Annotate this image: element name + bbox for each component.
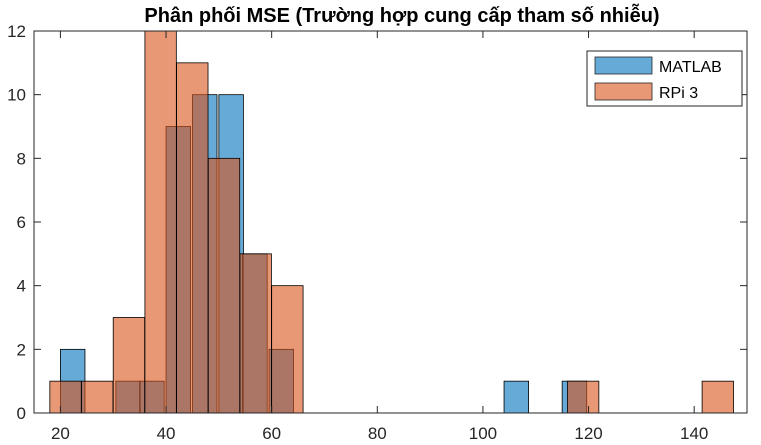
x-tick-label: 60 bbox=[262, 424, 281, 443]
bars-layer bbox=[49, 30, 734, 414]
bar-rpi3-2 bbox=[112, 317, 146, 414]
x-tick-label: 120 bbox=[574, 424, 602, 443]
bar-rpi3-8 bbox=[567, 380, 600, 414]
x-tick-label: 140 bbox=[680, 424, 708, 443]
bar-rpi3-9 bbox=[701, 380, 734, 414]
legend-label-rpi3: RPi 3 bbox=[659, 85, 698, 102]
y-tick-label: 0 bbox=[17, 404, 26, 423]
bar-matlab-8 bbox=[503, 380, 530, 414]
bar-rpi3-5 bbox=[207, 157, 241, 414]
legend-label-matlab: MATLAB bbox=[659, 59, 722, 76]
y-tick-label: 8 bbox=[17, 149, 26, 168]
bar-rpi3-1 bbox=[81, 380, 114, 414]
x-tick-label: 80 bbox=[368, 424, 387, 443]
y-tick-label: 2 bbox=[17, 340, 26, 359]
y-tick-label: 10 bbox=[7, 86, 26, 105]
x-tick-label: 20 bbox=[51, 424, 70, 443]
legend-swatch-rpi3 bbox=[594, 82, 653, 101]
bar-rpi3-7 bbox=[271, 285, 304, 414]
bar-rpi3-6 bbox=[239, 253, 272, 414]
y-tick-label: 6 bbox=[17, 213, 26, 232]
bar-rpi3-4 bbox=[176, 62, 209, 414]
x-tick-label: 40 bbox=[157, 424, 176, 443]
y-tick-label: 12 bbox=[7, 22, 26, 41]
bar-rpi3-0 bbox=[49, 380, 82, 414]
legend-swatch-matlab bbox=[594, 56, 653, 75]
axes-layer: 20 40 60 80 100 120 140 0 2 4 6 8 10 12 bbox=[7, 22, 748, 443]
chart-title: Phân phối MSE (Trường hợp cung cấp tham … bbox=[144, 3, 659, 27]
y-tick-label: 4 bbox=[17, 277, 26, 296]
bar-rpi3-3 bbox=[144, 30, 177, 414]
legend: MATLAB RPi 3 bbox=[586, 50, 743, 107]
x-tick-label: 100 bbox=[469, 424, 497, 443]
